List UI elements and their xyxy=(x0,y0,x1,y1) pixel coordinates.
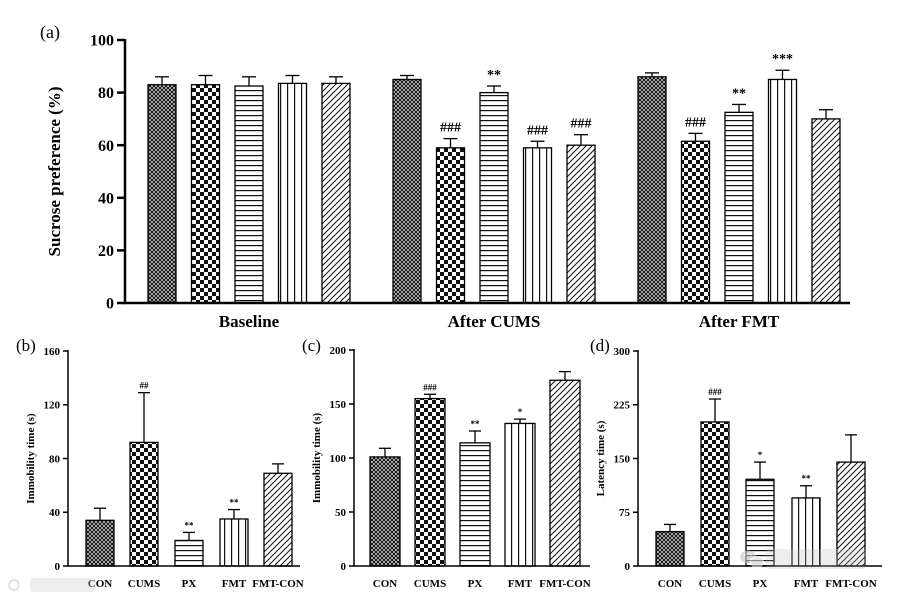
x-category-label: FMT-CON xyxy=(539,578,591,590)
bar-1-3 xyxy=(219,518,249,567)
y-tick-label: 120 xyxy=(44,400,61,412)
bar-3-0 xyxy=(655,530,685,567)
bar-0-s3-g2 xyxy=(767,78,798,304)
bar-2-3-significance: * xyxy=(518,407,523,417)
y-tick-label: 40 xyxy=(49,507,61,519)
y-tick-label: 200 xyxy=(330,345,347,357)
x-category-label: FMT xyxy=(508,578,533,590)
bar-3-1 xyxy=(700,421,730,567)
y-tick-label: 50 xyxy=(335,507,347,519)
bar-0-s1-g1 xyxy=(435,147,466,304)
x-category-label: CON xyxy=(658,578,683,590)
bar-0-s3-g0 xyxy=(277,82,308,304)
bar-0-s0-g1 xyxy=(392,78,422,304)
bar-0-s0-g2 xyxy=(637,76,667,304)
x-category-label: CUMS xyxy=(414,578,446,590)
x-category-label: After CUMS xyxy=(448,312,541,331)
y-tick-label: 100 xyxy=(330,453,347,465)
y-axis-label: Immobility time (s) xyxy=(311,412,323,503)
x-category-label: PX xyxy=(182,578,197,590)
y-tick-label: 225 xyxy=(614,400,631,412)
y-tick-label: 80 xyxy=(98,85,114,102)
x-category-label: PX xyxy=(468,578,483,590)
bar-0-s2-g2 xyxy=(724,111,754,304)
bar-0-s4-g2 xyxy=(811,118,841,304)
bar-1-3-significance: ** xyxy=(230,498,240,508)
x-category-label: CUMS xyxy=(128,578,160,590)
x-category-label: FMT xyxy=(222,578,247,590)
text-layer: Baseline###**### ###After CUMS###*****Aft… xyxy=(16,22,877,590)
x-category-label: FMT-CON xyxy=(252,578,304,590)
bar-3-2-significance: * xyxy=(758,450,763,460)
y-tick-label: 0 xyxy=(106,296,114,313)
bar-0-s3-g1 xyxy=(522,147,553,304)
y-tick-label: 150 xyxy=(614,453,631,465)
bar-1-4 xyxy=(263,472,293,567)
x-category-label: After FMT xyxy=(699,312,780,331)
bar-0-s4-g0 xyxy=(321,82,351,304)
y-tick-label: 0 xyxy=(341,561,347,573)
panel-label: (d) xyxy=(590,336,610,355)
bar-3-2 xyxy=(745,478,775,567)
bar-0-s2-g2-significance: ** xyxy=(732,86,746,101)
bar-2-1 xyxy=(414,397,446,567)
y-tick-label: 0 xyxy=(55,561,61,573)
y-tick-label: 0 xyxy=(625,561,631,573)
x-category-label: PX xyxy=(753,578,768,590)
bar-1-1-significance: ## xyxy=(140,381,150,391)
bar-3-1-significance: ### xyxy=(708,387,722,397)
y-tick-label: 160 xyxy=(44,346,61,358)
x-category-label: FMT xyxy=(794,578,819,590)
bar-2-2 xyxy=(459,442,491,567)
y-tick-label: 40 xyxy=(98,190,114,207)
x-category-label: CON xyxy=(88,578,113,590)
watermark-right xyxy=(766,549,866,569)
bar-3-3-significance: ** xyxy=(802,474,812,484)
bar-0-s3-g2-significance: *** xyxy=(772,52,793,67)
bar-0-s1-g2-significance: ### xyxy=(685,115,706,130)
y-tick-label: 150 xyxy=(330,399,347,411)
x-category-label: CON xyxy=(373,578,398,590)
y-axis-label: Latency time (s) xyxy=(595,420,607,496)
bar-3-3 xyxy=(791,497,821,567)
y-tick-label: 80 xyxy=(49,453,61,465)
bar-1-2 xyxy=(174,539,204,567)
panel-label: (a) xyxy=(40,22,60,43)
bar-1-2-significance: ** xyxy=(185,520,195,530)
y-tick-label: 60 xyxy=(98,138,114,155)
bar-0-s4-g1-significance: ### xyxy=(571,117,592,132)
bar-2-3 xyxy=(504,422,536,567)
bar-1-1 xyxy=(129,441,159,567)
bar-0-s2-g1-significance: ** xyxy=(487,68,501,83)
bar-1-0 xyxy=(85,519,115,567)
bar-0-s1-g0 xyxy=(190,84,221,304)
bar-2-2-significance: ** xyxy=(471,419,481,429)
x-category-label: FMT-CON xyxy=(825,578,877,590)
y-axis-label: Immobility time (s) xyxy=(25,413,37,504)
panel-label: (b) xyxy=(16,336,36,355)
bars-layer xyxy=(85,69,866,567)
bar-2-1-significance: ### xyxy=(423,382,437,392)
bar-0-s3-g1-significance: ### xyxy=(527,123,548,138)
x-category-label: CUMS xyxy=(699,578,731,590)
y-tick-label: 100 xyxy=(90,33,114,50)
bar-0-s4-g1 xyxy=(566,144,596,304)
panel-label: (c) xyxy=(302,336,321,355)
bar-2-4 xyxy=(549,379,581,567)
bar-0-s0-g0 xyxy=(147,84,177,304)
watermark-left xyxy=(8,578,96,592)
y-tick-label: 75 xyxy=(619,507,631,519)
y-tick-label: 300 xyxy=(614,346,631,358)
bar-0-s2-g0 xyxy=(234,85,264,304)
bar-0-s2-g1 xyxy=(479,91,509,304)
y-tick-label: 20 xyxy=(98,243,114,260)
bar-2-0 xyxy=(369,456,401,567)
bar-0-s1-g1-significance: ### xyxy=(440,121,461,136)
y-axis-label: Sucrose preference (%) xyxy=(45,87,64,257)
x-category-label: Baseline xyxy=(219,312,280,331)
wechat-icon xyxy=(740,550,764,568)
bar-0-s1-g2 xyxy=(680,140,711,304)
